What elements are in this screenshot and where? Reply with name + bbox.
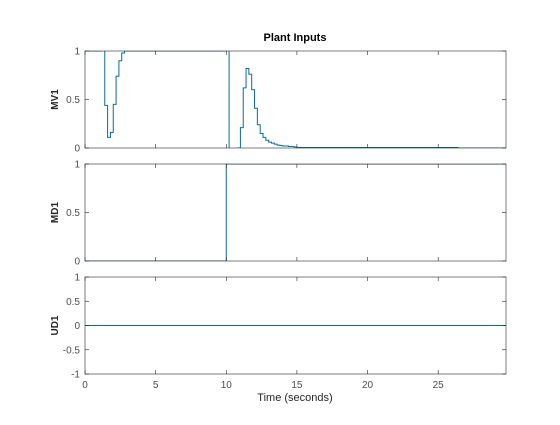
y-tick-label: 0.5 bbox=[66, 208, 80, 219]
x-tick-label: 0 bbox=[82, 380, 88, 391]
y-axis-label: UD1 bbox=[50, 315, 61, 335]
axes-box bbox=[84, 163, 507, 262]
y-tick-label: 1 bbox=[74, 160, 80, 171]
x-tick-label: 10 bbox=[221, 380, 233, 391]
y-tick-label: 0.5 bbox=[66, 297, 80, 308]
x-tick-label: 15 bbox=[291, 380, 303, 391]
x-tick-label: 5 bbox=[153, 380, 159, 391]
y-tick-label: 1 bbox=[74, 273, 80, 284]
y-tick-label: -0.5 bbox=[63, 345, 81, 356]
y-tick-label: -1 bbox=[71, 370, 80, 381]
y-tick-label: 0 bbox=[74, 321, 80, 332]
axes-box bbox=[84, 50, 507, 149]
series-line-mv1 bbox=[85, 51, 506, 148]
series-line-md1 bbox=[85, 164, 506, 261]
x-tick-label: 20 bbox=[362, 380, 374, 391]
x-tick-label: 25 bbox=[433, 380, 445, 391]
y-tick-label: 0 bbox=[74, 144, 80, 155]
y-tick-label: 0.5 bbox=[66, 95, 80, 106]
subplot-md1: 0 0.5 1 MD1 bbox=[50, 160, 507, 268]
subplot-mv1: 0 0.5 1 MV1 bbox=[50, 47, 507, 155]
y-tick-label: 1 bbox=[74, 47, 80, 58]
x-axis-title: Time (seconds) bbox=[257, 392, 332, 404]
y-axis-label: MV1 bbox=[50, 89, 61, 110]
y-tick-label: 0 bbox=[74, 257, 80, 268]
chart-title: Plant Inputs bbox=[264, 32, 327, 44]
y-axis-label: MD1 bbox=[50, 202, 61, 224]
